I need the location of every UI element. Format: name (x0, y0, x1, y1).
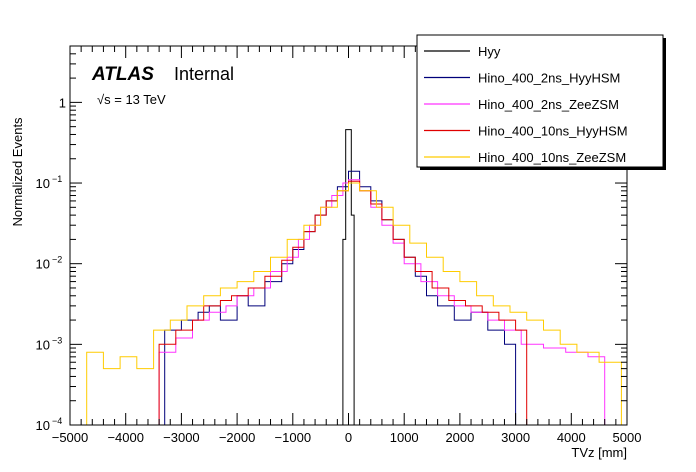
x-tick-label-10: 5000 (613, 430, 642, 445)
y-tick-exponent-0: −4 (52, 416, 62, 426)
y-axis-title: Normalized Events (10, 117, 25, 227)
series-1-line (159, 170, 517, 426)
x-axis-title: TVz [mm] (571, 445, 627, 460)
x-tick-label-8: 3000 (501, 430, 530, 445)
x-tick-label-2: −3000 (163, 430, 200, 445)
x-tick-label-6: 1000 (390, 430, 419, 445)
x-tick-label-5: 0 (345, 430, 352, 445)
y-tick-label-0: 10 (36, 418, 50, 433)
legend-label-0: Hyy (478, 44, 501, 59)
legend-label-1: Hino_400_2ns_HyyHSM (478, 71, 620, 86)
legend-label-2: Hino_400_2ns_ZeeZSM (478, 97, 619, 112)
legend: Hyy Hino_400_2ns_HyyHSM Hino_400_2ns_ZeeZS… (416, 34, 666, 170)
x-tick-label-0: −5000 (52, 430, 89, 445)
energy-label: √s = 13 TeV (97, 92, 166, 107)
y-tick-label-2: 10 (36, 257, 50, 272)
y-tick-exponent-3: −1 (52, 174, 62, 184)
legend-box (416, 34, 664, 168)
x-tick-label-3: −2000 (219, 430, 256, 445)
atlas-label: ATLAS (91, 64, 154, 85)
series-4-line (81, 182, 622, 426)
y-tick-label-4: 1 (59, 95, 66, 110)
legend-label-3: Hino_400_10ns_HyyHSM (478, 124, 628, 139)
y-tick-exponent-1: −3 (52, 335, 62, 345)
y-tick-exponent-2: −2 (52, 255, 62, 265)
internal-label: Internal (174, 64, 234, 84)
x-tick-label-1: −4000 (107, 430, 144, 445)
legend-label-4: Hino_400_10ns_ZeeZSM (478, 150, 626, 165)
axes: −5000 −4000 −3000 −2000 −1000 0 1000 2000 3000 40… (36, 45, 642, 445)
x-tick-label-7: 2000 (445, 430, 474, 445)
y-tick-label-1: 10 (36, 337, 50, 352)
x-tick-label-9: 4000 (557, 430, 586, 445)
series-2-line (153, 179, 606, 426)
series-0-line (342, 129, 355, 425)
y-tick-label-3: 10 (36, 176, 50, 191)
plot-area (81, 129, 622, 426)
x-tick-label-4: −1000 (275, 430, 312, 445)
